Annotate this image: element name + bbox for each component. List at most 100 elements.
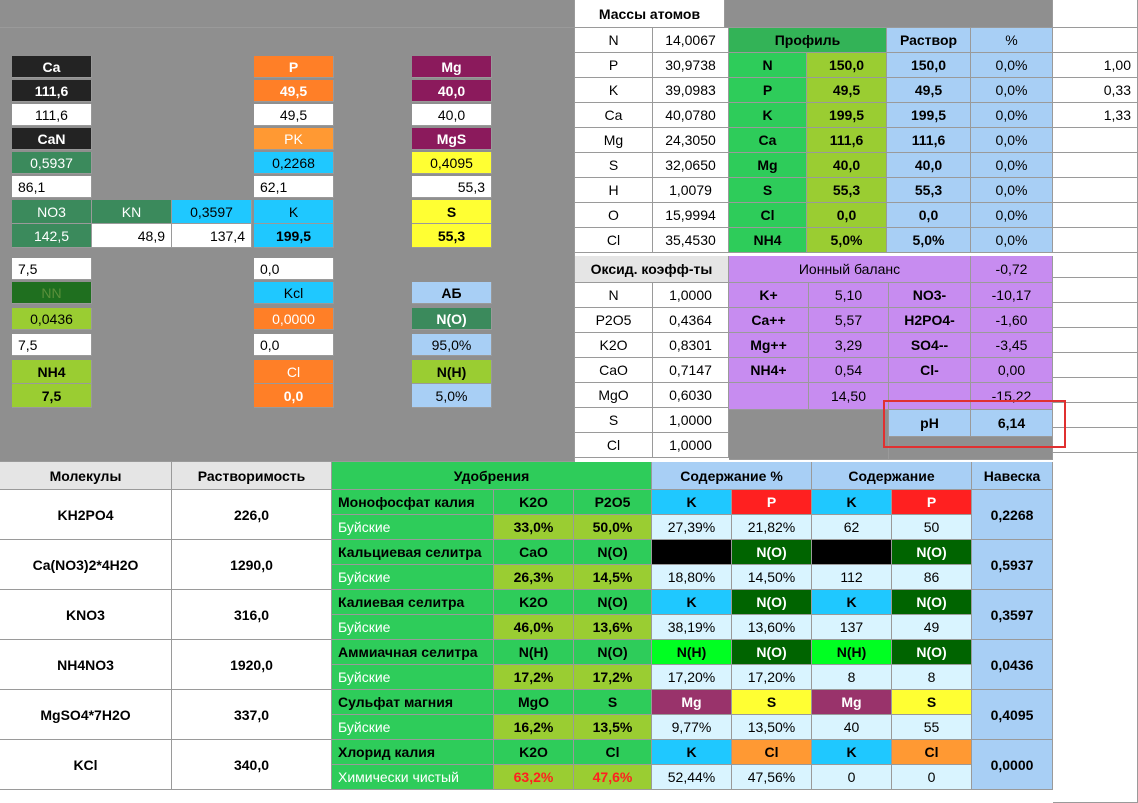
solubility-value[interactable]: 337,0 [172,690,332,740]
oxide-2[interactable]: S [574,690,652,715]
anion-value[interactable]: -3,45 [971,333,1053,358]
can-label[interactable]: CaN [12,128,92,150]
weight-value[interactable]: 0,3597 [972,590,1053,640]
content-value-2[interactable]: 50 [892,515,972,540]
nn-calc[interactable]: 7,5 [12,258,92,280]
mass-value[interactable]: 14,0067 [653,28,729,53]
mass-value[interactable]: 35,4530 [653,228,729,253]
kn-label[interactable]: KN [92,200,172,224]
cl-value[interactable]: 0,0 [254,384,334,408]
oxide-2-pct[interactable]: 14,5% [574,565,652,590]
anion[interactable]: Cl- [889,358,971,383]
mgs-value-2[interactable]: 55,3 [412,176,492,198]
cation-value[interactable]: 0,54 [809,358,889,383]
oxide-1-pct[interactable]: 63,2% [494,765,574,790]
solution-value[interactable]: 55,3 [887,178,971,203]
profile-target[interactable]: 55,3 [807,178,887,203]
solubility-value[interactable]: 340,0 [172,740,332,790]
oxide-2-pct[interactable]: 13,6% [574,615,652,640]
solubility-value[interactable]: 1290,0 [172,540,332,590]
blank-right[interactable] [1053,28,1138,53]
mg-label[interactable]: Mg [412,56,492,78]
manufacturer[interactable]: Буйские [332,665,494,690]
content-value-1[interactable]: 112 [812,565,892,590]
element-2[interactable]: N(O) [732,640,812,665]
element-2[interactable]: P [732,490,812,515]
element-1-pct[interactable]: 27,39% [652,515,732,540]
oxide-1[interactable]: K2O [494,490,574,515]
oxid-value[interactable]: 0,8301 [653,333,729,358]
mgs-label[interactable]: MgS [412,128,492,150]
cation[interactable]: K+ [729,283,809,308]
oxid-element[interactable]: S [575,408,653,433]
element-2-pct[interactable]: 21,82% [732,515,812,540]
mg-value[interactable]: 40,0 [412,80,492,102]
k-label[interactable]: K [254,200,334,224]
ph-value[interactable]: 6,14 [971,410,1053,437]
oxide-1-pct[interactable]: 16,2% [494,715,574,740]
no3-value[interactable]: 142,5 [12,224,92,248]
oxid-element[interactable]: N [575,283,653,308]
mass-element[interactable]: Cl [575,228,653,253]
kcl-label[interactable]: Kcl [254,282,334,304]
gray-top-right[interactable] [725,0,1053,28]
content-element-2[interactable]: N(O) [892,540,972,565]
oxide-1[interactable]: CaO [494,540,574,565]
blank-right[interactable] [1053,403,1138,428]
deviation-pct[interactable]: 0,0% [971,78,1053,103]
ab-nh-pct[interactable]: 5,0% [412,384,492,408]
weight-header[interactable]: Навеска [972,462,1053,490]
element-2[interactable]: N(O) [732,540,812,565]
blank-right-bottom[interactable] [1053,462,1138,803]
deviation-pct[interactable]: 0,0% [971,178,1053,203]
profile-target[interactable]: 111,6 [807,128,887,153]
element-1[interactable]: N(H) [652,640,732,665]
mass-element[interactable]: Ca [575,103,653,128]
deviation-pct[interactable]: 0,0% [971,228,1053,253]
molecule-name[interactable]: MgSO4*7H2O [0,690,172,740]
cl-label[interactable]: Cl [254,360,334,384]
anion-value[interactable]: -10,17 [971,283,1053,308]
solubility-value[interactable]: 1920,0 [172,640,332,690]
ionic-total[interactable]: -0,72 [971,256,1053,283]
blank-right[interactable] [1053,253,1138,278]
oxid-element[interactable]: P2O5 [575,308,653,333]
oxide-1[interactable]: K2O [494,590,574,615]
element-2-pct[interactable]: 13,60% [732,615,812,640]
cation[interactable]: NH4+ [729,358,809,383]
oxid-element[interactable]: K2O [575,333,653,358]
ab-nh[interactable]: N(H) [412,360,492,384]
content-value-1[interactable]: 40 [812,715,892,740]
blank-top-right[interactable] [1053,0,1138,28]
kn-coef-value[interactable]: 137,4 [172,224,252,248]
content-header[interactable]: Содержание [812,462,972,490]
fertilizer-name[interactable]: Сульфат магния [332,690,494,715]
oxid-element[interactable]: CaO [575,358,653,383]
profile-element[interactable]: K [729,103,807,128]
deviation-pct[interactable]: 0,0% [971,128,1053,153]
weight-value[interactable]: 0,2268 [972,490,1053,540]
element-2[interactable]: N(O) [732,590,812,615]
molecule-name[interactable]: NH4NO3 [0,640,172,690]
element-1[interactable] [652,540,732,565]
element-2[interactable]: Cl [732,740,812,765]
content-value-2[interactable]: 49 [892,615,972,640]
kn-coef[interactable]: 0,3597 [172,200,252,224]
solubility-header[interactable]: Растворимость [172,462,332,490]
anion-value[interactable]: 0,00 [971,358,1053,383]
weight-value[interactable]: 0,4095 [972,690,1053,740]
kn-value[interactable]: 48,9 [92,224,172,248]
pk-label[interactable]: PK [254,128,334,150]
oxide-1-pct[interactable]: 26,3% [494,565,574,590]
deviation-pct[interactable]: 0,0% [971,203,1053,228]
manufacturer[interactable]: Буйские [332,615,494,640]
mass-value[interactable]: 40,0780 [653,103,729,128]
content-element-1[interactable]: N(H) [812,640,892,665]
element-1-pct[interactable]: 18,80% [652,565,732,590]
ab-label[interactable]: АБ [412,282,492,304]
oxid-value[interactable]: 1,0000 [653,433,729,458]
molecule-name[interactable]: KH2PO4 [0,490,172,540]
element-1-pct[interactable]: 9,77% [652,715,732,740]
element-1[interactable]: K [652,490,732,515]
weight-value[interactable]: 0,0436 [972,640,1053,690]
